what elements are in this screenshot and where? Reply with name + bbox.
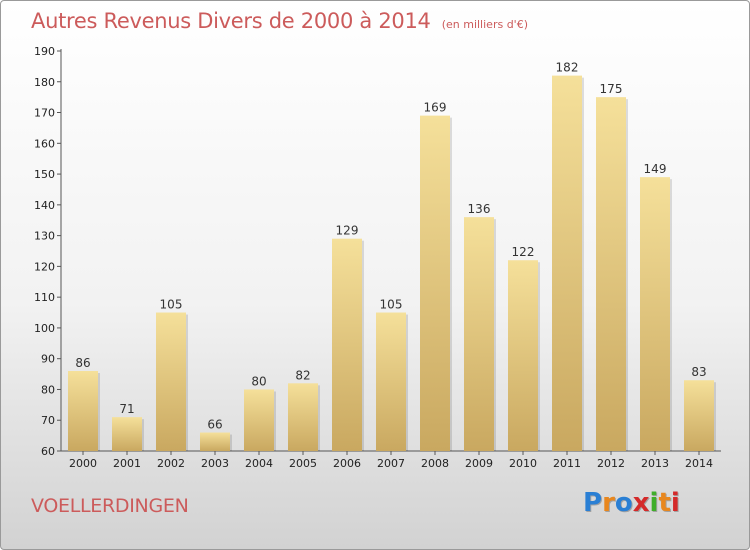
y-tick-label: 110 [34,291,55,304]
logo-letter: r [602,488,615,518]
y-tick-label: 150 [34,168,55,181]
bar-value-label: 105 [160,298,183,312]
bar-value-label: 175 [600,82,623,96]
commune-name: VOELLERDINGEN [31,495,189,517]
bar [464,217,494,451]
bar-value-label: 66 [207,418,222,432]
x-tick-label: 2011 [553,457,581,470]
chart-frame: Autres Revenus Divers de 2000 à 2014 (en… [0,0,750,550]
y-tick-label: 140 [34,199,55,212]
bar [376,313,406,451]
x-tick-label: 2005 [289,457,317,470]
bar-value-label: 80 [251,374,266,388]
bar-value-label: 149 [644,162,667,176]
bar [332,239,362,451]
bar [112,417,142,451]
bar [640,177,670,451]
x-tick-label: 2000 [69,457,97,470]
bar-value-label: 122 [512,245,535,259]
y-tick-label: 100 [34,322,55,335]
x-tick-label: 2004 [245,457,273,470]
bar-value-label: 136 [468,202,491,216]
bar-value-label: 182 [556,61,579,75]
y-tick-label: 60 [41,445,55,458]
bar-chart: 60 70 80 90 100 110 120 130 140 150 160 170 180 190 2… [1,1,750,550]
bar [508,260,538,451]
bar-value-label: 82 [295,368,310,382]
bar [596,97,626,451]
y-tick-label: 190 [34,45,55,58]
logo-letter: o [615,488,633,518]
bar [288,383,318,451]
y-tick-label: 90 [41,353,55,366]
bar [552,76,582,451]
x-tick-label: 2002 [157,457,185,470]
bar-value-label: 86 [75,356,90,370]
x-axis: 2000 2001 2002 2003 2004 2005 2006 2007 2008 2009… [61,451,721,470]
y-tick-label: 170 [34,107,55,120]
x-tick-label: 2013 [641,457,669,470]
logo-letter: i [671,488,680,518]
bar [68,371,98,451]
y-axis: 60 70 80 90 100 110 120 130 140 150 160 170 180 190 [34,45,61,458]
y-tick-label: 80 [41,383,55,396]
y-tick-label: 180 [34,76,55,89]
x-tick-label: 2014 [685,457,713,470]
bar [420,116,450,451]
logo-letter: x [633,488,650,518]
x-tick-label: 2008 [421,457,449,470]
bar [684,380,714,451]
x-tick-label: 2010 [509,457,537,470]
bars [68,76,716,451]
logo-letter: t [658,488,670,518]
x-tick-label: 2007 [377,457,405,470]
bar-value-label: 129 [336,224,359,238]
x-tick-label: 2012 [597,457,625,470]
bar-value-label: 71 [119,402,134,416]
bar [156,313,186,451]
y-tick-label: 130 [34,230,55,243]
y-tick-label: 160 [34,137,55,150]
x-tick-label: 2006 [333,457,361,470]
logo-letter: P [583,488,602,518]
y-tick-label: 70 [41,414,55,427]
x-tick-label: 2003 [201,457,229,470]
bar [244,389,274,451]
bar-value-label: 169 [424,101,447,115]
bar [200,433,230,451]
y-tick-label: 120 [34,260,55,273]
proxiti-logo: Proxiti [583,488,680,518]
x-tick-label: 2009 [465,457,493,470]
bar-value-label: 83 [691,365,706,379]
x-tick-label: 2001 [113,457,141,470]
bar-value-label: 105 [380,298,403,312]
